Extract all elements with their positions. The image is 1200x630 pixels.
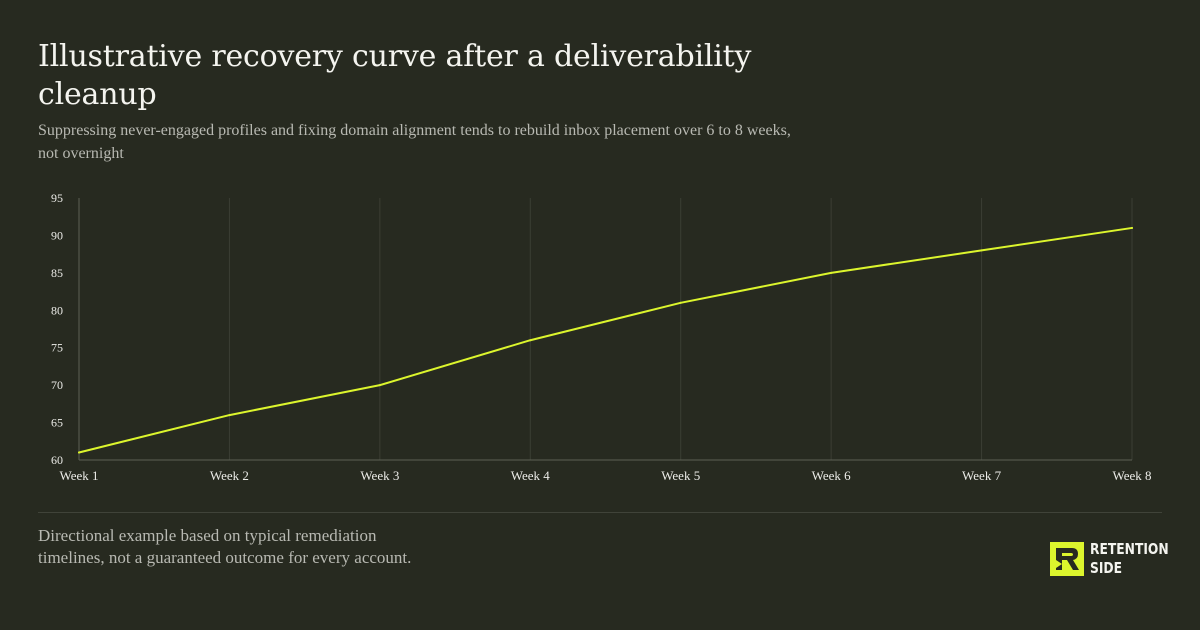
- brand-name: RETENTION SIDE: [1090, 540, 1169, 578]
- y-tick-label: 90: [51, 228, 63, 242]
- y-tick-label: 65: [51, 416, 63, 430]
- y-tick-label: 85: [51, 266, 63, 280]
- data-point: [980, 249, 983, 252]
- brand-logo: RETENTION SIDE: [1050, 540, 1169, 580]
- y-tick-label: 60: [51, 453, 63, 467]
- footer-divider: [38, 512, 1162, 513]
- x-tick-label: Week 2: [210, 468, 249, 483]
- y-tick-label: 75: [51, 341, 63, 355]
- x-tick-label: Week 5: [661, 468, 700, 483]
- x-tick-label: Week 8: [1112, 468, 1151, 483]
- x-tick-label: Week 1: [59, 468, 98, 483]
- x-axis-ticks: Week 1 Week 2 Week 3 Week 4 Week 5 Week 6 Week…: [59, 468, 1151, 483]
- y-axis-ticks: 60 65 70 75 80 85 90 95: [51, 191, 63, 467]
- x-tick-label: Week 3: [360, 468, 399, 483]
- y-tick-label: 70: [51, 378, 63, 392]
- brand-line-2: SIDE: [1090, 559, 1123, 577]
- retention-side-r-logo-icon: [1050, 542, 1084, 576]
- chart-title: Illustrative recovery curve after a deli…: [38, 39, 752, 112]
- data-point: [378, 384, 381, 387]
- chart-subtitle: Suppressing never-engaged profiles and f…: [38, 122, 791, 162]
- data-point: [78, 451, 80, 454]
- chart-grid: [228, 198, 1133, 460]
- x-tick-label: Week 4: [511, 468, 551, 483]
- data-point: [1131, 226, 1133, 229]
- data-point: [228, 414, 231, 417]
- chart-series: [78, 226, 1133, 454]
- series-line: [78, 226, 1133, 454]
- footnote: Directional example based on typical rem…: [38, 526, 412, 567]
- y-tick-label: 95: [51, 191, 63, 205]
- brand-line-1: RETENTION: [1090, 540, 1169, 558]
- data-point: [679, 301, 682, 304]
- x-tick-label: Week 6: [812, 468, 852, 483]
- chart-axes: [78, 198, 1132, 461]
- data-point: [529, 339, 532, 342]
- data-point: [830, 271, 833, 274]
- y-tick-label: 80: [51, 303, 63, 317]
- x-tick-label: Week 7: [962, 468, 1002, 483]
